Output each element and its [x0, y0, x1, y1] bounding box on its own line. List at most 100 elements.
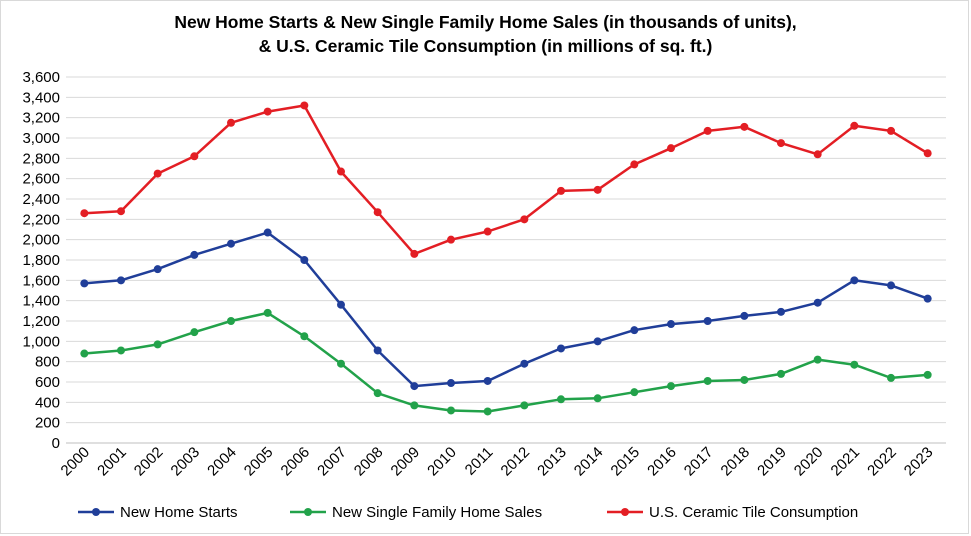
- data-point: [740, 375, 749, 384]
- legend-label: U.S. Ceramic Tile Consumption: [649, 504, 858, 521]
- x-tick-label: 2016: [644, 444, 680, 480]
- data-point: [520, 359, 529, 368]
- y-tick-label: 1,600: [22, 272, 60, 289]
- chart-title-line-2: & U.S. Ceramic Tile Consumption (in mill…: [258, 36, 713, 56]
- data-point: [740, 122, 749, 131]
- data-point: [447, 379, 455, 388]
- data-point: [410, 401, 419, 410]
- data-point: [557, 344, 565, 353]
- data-point: [520, 215, 529, 224]
- data-point: [923, 149, 932, 158]
- chart-title-line-1: New Home Starts & New Single Family Home…: [174, 12, 797, 32]
- y-tick-label: 2,200: [22, 211, 60, 228]
- y-tick-label: 1,800: [22, 252, 60, 269]
- data-point: [740, 311, 749, 320]
- x-tick-label: 2007: [314, 444, 350, 480]
- data-point: [630, 160, 639, 169]
- data-point: [263, 107, 272, 116]
- legend-item: U.S. Ceramic Tile Consumption: [607, 504, 858, 521]
- x-tick-label: 2017: [681, 444, 717, 480]
- x-tick-label: 2014: [571, 444, 607, 480]
- data-point: [630, 326, 639, 335]
- data-point: [410, 249, 419, 258]
- data-point: [227, 118, 235, 127]
- data-point: [337, 300, 345, 309]
- data-point: [153, 169, 162, 178]
- data-point: [703, 376, 712, 385]
- data-point: [190, 250, 199, 259]
- data-point: [190, 328, 199, 337]
- data-point: [593, 337, 602, 346]
- data-point: [80, 279, 89, 288]
- data-point: [447, 406, 455, 415]
- data-point: [337, 167, 345, 176]
- data-point: [593, 394, 602, 403]
- data-point: [703, 126, 712, 135]
- data-point: [227, 317, 235, 325]
- legend-swatch-marker: [621, 508, 629, 516]
- data-point: [153, 265, 162, 274]
- data-point: [813, 298, 822, 307]
- y-tick-label: 0: [52, 435, 60, 452]
- data-point: [373, 208, 382, 217]
- data-point: [263, 308, 272, 317]
- data-point: [777, 369, 785, 378]
- x-tick-label: 2011: [462, 444, 497, 479]
- x-tick-label: 2004: [204, 444, 240, 480]
- data-point: [850, 276, 859, 285]
- data-point: [557, 186, 565, 195]
- x-tick-label: 2023: [901, 444, 937, 480]
- y-tick-label: 2,000: [22, 232, 60, 249]
- data-point: [667, 320, 675, 329]
- data-point: [887, 373, 895, 382]
- data-point: [667, 144, 675, 153]
- x-tick-label: 2021: [828, 444, 864, 480]
- data-point: [557, 395, 565, 404]
- y-tick-label: 1,000: [22, 333, 60, 350]
- data-point: [777, 139, 785, 148]
- x-tick-label: 2008: [351, 444, 387, 480]
- data-point: [300, 332, 309, 341]
- y-tick-label: 2,800: [22, 150, 60, 167]
- y-tick-label: 2,600: [22, 171, 60, 188]
- data-point: [410, 382, 419, 391]
- legend-label: New Home Starts: [120, 504, 238, 521]
- data-point: [300, 256, 309, 264]
- chart-title: New Home Starts & New Single Family Home…: [0, 10, 971, 58]
- legend-swatch-marker: [92, 508, 100, 516]
- x-tick-label: 2012: [498, 444, 534, 480]
- x-tick-label: 2018: [718, 444, 754, 480]
- y-tick-label: 3,600: [22, 69, 60, 86]
- series-line: [84, 311, 928, 413]
- data-point: [337, 359, 345, 368]
- data-point: [80, 349, 89, 358]
- y-tick-label: 3,400: [22, 89, 60, 106]
- data-point: [887, 281, 895, 290]
- data-point: [373, 389, 382, 398]
- x-tick-label: 2009: [388, 444, 424, 480]
- series-2: [80, 308, 932, 416]
- data-point: [117, 346, 125, 355]
- x-tick-label: 2001: [94, 444, 130, 480]
- legend-item: New Home Starts: [78, 504, 238, 521]
- legend-item: New Single Family Home Sales: [290, 504, 542, 521]
- series-line: [84, 231, 929, 388]
- x-tick-label: 2015: [608, 444, 644, 480]
- data-point: [703, 317, 712, 325]
- data-point: [850, 121, 859, 130]
- data-point: [190, 152, 199, 161]
- data-point: [153, 340, 162, 349]
- data-point: [923, 370, 932, 379]
- data-point: [80, 209, 89, 218]
- y-tick-label: 1,400: [22, 293, 60, 310]
- y-tick-label: 800: [35, 354, 60, 371]
- x-tick-label: 2019: [754, 444, 790, 480]
- x-tick-label: 2000: [58, 444, 94, 480]
- data-point: [813, 150, 822, 159]
- data-point: [117, 207, 125, 216]
- data-point: [300, 101, 309, 110]
- series-line: [84, 104, 929, 256]
- x-tick-label: 2003: [168, 444, 204, 480]
- data-point: [667, 382, 675, 391]
